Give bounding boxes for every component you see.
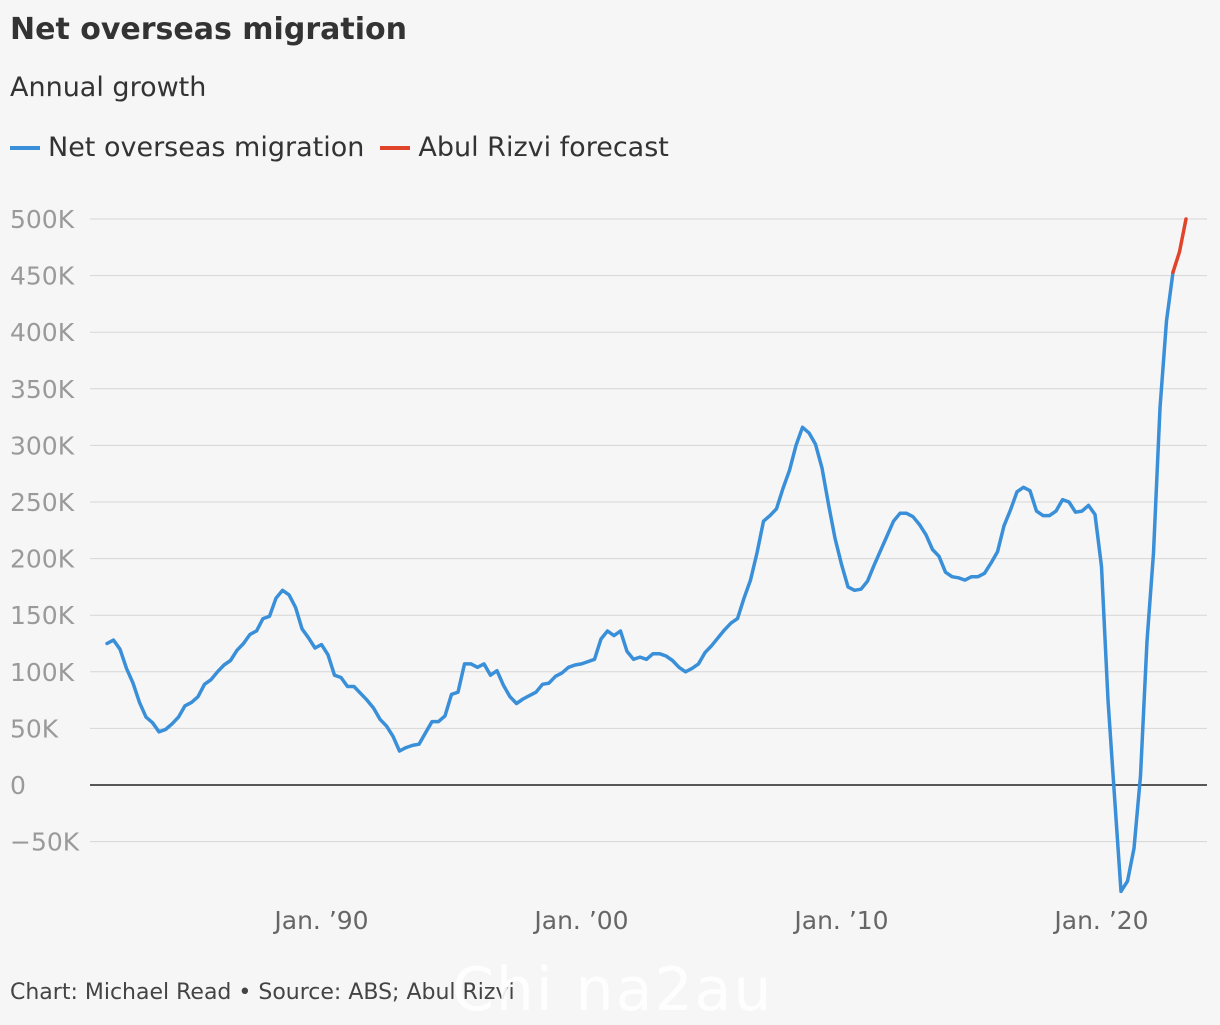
x-tick-label: Jan. ’20 — [1052, 906, 1148, 935]
legend-swatch-forecast — [380, 145, 411, 150]
legend-item-forecast: Abul Rizvi forecast — [380, 132, 669, 163]
legend-item-net-overseas-migration: Net overseas migration — [10, 132, 364, 163]
y-tick-label: 350K — [10, 375, 75, 404]
legend: Net overseas migration Abul Rizvi foreca… — [10, 132, 685, 163]
x-tick-label: Jan. ’10 — [792, 906, 888, 935]
legend-swatch-net-overseas-migration — [10, 145, 40, 150]
y-tick-label: 150K — [10, 601, 75, 630]
y-tick-label: 500K — [10, 205, 75, 234]
series-line-net-overseas-migration — [105, 270, 1175, 894]
x-tick-label: Jan. ’90 — [272, 906, 368, 935]
legend-label-net-overseas-migration: Net overseas migration — [48, 132, 365, 163]
watermark: Chi na2au — [452, 955, 774, 1025]
legend-label-forecast: Abul Rizvi forecast — [418, 132, 669, 163]
y-tick-label: 200K — [10, 545, 75, 574]
chart-source: Chart: Michael Read • Source: ABS; Abul … — [10, 980, 515, 1005]
y-tick-label: 100K — [10, 658, 75, 687]
series-line-abul-rizvi-forecast — [1171, 217, 1188, 274]
y-tick-label: −50K — [10, 828, 80, 857]
y-tick-label: 250K — [10, 488, 75, 517]
x-tick-label: Jan. ’00 — [532, 906, 628, 935]
y-tick-label: 50K — [10, 714, 59, 743]
chart-title: Net overseas migration — [10, 12, 407, 47]
y-tick-label: 300K — [10, 431, 75, 460]
chart-subtitle: Annual growth — [10, 72, 207, 103]
y-tick-label: 450K — [10, 262, 75, 291]
y-tick-label: 0 — [10, 771, 26, 800]
y-tick-label: 400K — [10, 318, 75, 347]
